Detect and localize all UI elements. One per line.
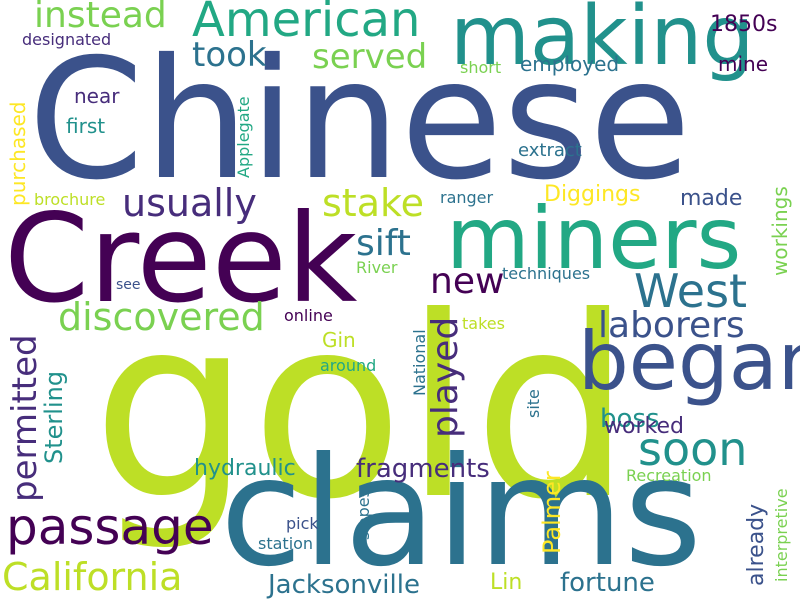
word-sterling: Sterling	[40, 370, 68, 464]
word-fortune: fortune	[560, 568, 655, 598]
word-played: played	[425, 316, 466, 438]
word-served: served	[312, 37, 428, 77]
word-recreation: Recreation	[626, 466, 712, 485]
word-miners: miners	[446, 189, 742, 289]
word-techniques: techniques	[502, 264, 591, 283]
word-1850s: 1850s	[710, 12, 778, 37]
word-usually: usually	[122, 181, 257, 225]
word-national: National	[410, 329, 429, 396]
word-hydraulic: hydraulic	[194, 456, 296, 481]
word-chinese: Chinese	[28, 24, 692, 217]
word-worked: worked	[604, 414, 684, 439]
word-began: began	[578, 315, 800, 408]
word-creek: Creek	[4, 188, 358, 330]
word-discovered: discovered	[58, 295, 265, 339]
word-boss: boss	[600, 404, 660, 434]
word-slopes: slopes	[354, 489, 373, 540]
word-gin: Gin	[322, 328, 356, 352]
word-see: see	[116, 277, 141, 293]
word-designated: designated	[22, 30, 112, 49]
word-west: West	[634, 264, 748, 318]
word-claims: claims	[220, 426, 703, 600]
word-station: station	[258, 534, 314, 553]
word-workings: workings	[768, 186, 792, 276]
word-fragments: fragments	[356, 454, 490, 484]
word-already: already	[744, 503, 769, 586]
word-passage: passage	[6, 498, 214, 556]
word-soon: soon	[638, 422, 748, 476]
word-site: site	[524, 389, 543, 418]
word-online: online	[284, 306, 333, 325]
word-laborers: laborers	[598, 305, 745, 346]
word-interpretive: interpretive	[772, 488, 791, 582]
word-river: River	[356, 258, 398, 277]
word-near: near	[74, 84, 120, 108]
word-new: new	[430, 261, 505, 302]
word-gold: gold	[92, 263, 632, 554]
word-making: making	[450, 0, 755, 84]
word-american: American	[192, 0, 421, 48]
word-lin: Lin	[490, 570, 523, 595]
word-stake: stake	[322, 181, 425, 225]
word-diggings: Diggings	[544, 182, 641, 207]
word-mine: mine	[718, 52, 769, 76]
word-employed: employed	[520, 52, 620, 76]
word-extract: extract	[518, 140, 582, 161]
word-permitted: permitted	[5, 334, 45, 502]
word-made: made	[680, 186, 743, 211]
word-applegate: Applegate	[234, 96, 253, 178]
word-brochure: brochure	[34, 190, 106, 209]
word-around: around	[320, 356, 377, 375]
word-ranger: ranger	[440, 188, 494, 207]
word-palmer: Palmer	[538, 471, 566, 554]
word-purchased: purchased	[6, 101, 30, 206]
word-california: California	[2, 555, 183, 599]
word-short: short	[460, 58, 502, 77]
word-jacksonville: Jacksonville	[268, 570, 420, 600]
word-instead: instead	[34, 0, 167, 36]
word-pick: pick	[286, 514, 319, 533]
word-sift: sift	[356, 223, 411, 264]
word-took: took	[192, 35, 267, 75]
word-takes: takes	[462, 314, 505, 333]
word-first: first	[66, 114, 106, 138]
